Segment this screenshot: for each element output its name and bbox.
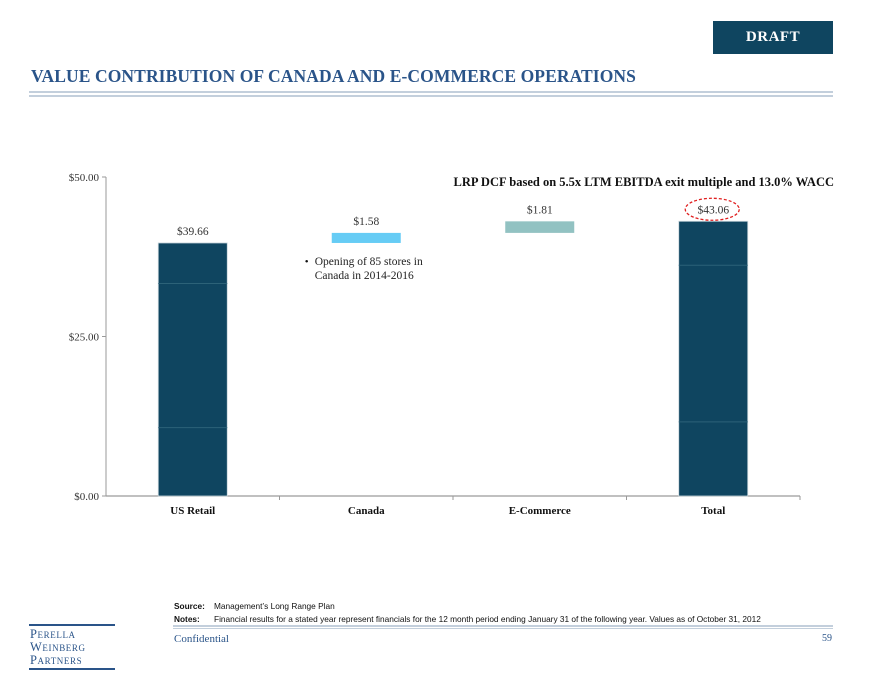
- title-divider-secondary: [29, 95, 833, 97]
- notes-label: Notes:: [174, 614, 200, 624]
- logo-line-2: Weinberg: [30, 640, 86, 654]
- title-divider: [29, 91, 833, 93]
- page-title: VALUE CONTRIBUTION OF CANADA AND E-COMME…: [31, 66, 636, 86]
- chart-bars: [157, 220, 749, 497]
- logo-line-1: Perella: [30, 627, 76, 641]
- logo-text: Perella Weinberg Partners: [29, 626, 115, 668]
- chart-data-labels: $39.66 US Retail $1.58 Canada $1.81 E-Commerc…: [170, 203, 729, 517]
- logo-rule-top: [29, 624, 115, 626]
- logo-line-3: Partners: [30, 653, 83, 667]
- data-label: $1.81: [527, 203, 553, 216]
- x-tick-label: E-Commerce: [509, 505, 571, 517]
- annotation-bullet: •: [305, 256, 309, 268]
- x-tick-label: Total: [701, 505, 725, 517]
- source-label: Source:: [174, 601, 205, 611]
- annotation-text: Opening of 85 stores in: [315, 256, 423, 268]
- data-label: $43.06: [697, 203, 729, 216]
- chart-annotations: • Opening of 85 stores in Canada in 2014-2…: [305, 197, 740, 282]
- x-tick-label: US Retail: [170, 505, 215, 517]
- notes-text: Financial results for a stated year repr…: [214, 614, 761, 624]
- highlight-ellipse: [684, 197, 740, 221]
- bar-canada: [331, 232, 401, 243]
- x-tick-label: Canada: [348, 505, 385, 517]
- logo-rule-bottom: [29, 668, 115, 670]
- annotation-text: Canada in 2014-2016: [315, 270, 414, 282]
- company-logo: Perella Weinberg Partners: [29, 624, 115, 670]
- chart-title: LRP DCF based on 5.5x LTM EBITDA exit mu…: [454, 175, 835, 189]
- bar-total: [678, 220, 749, 497]
- y-tick-label: $50.00: [69, 172, 100, 184]
- data-label: $39.66: [177, 225, 209, 238]
- notes-note: Notes: Financial results for a stated yea…: [174, 614, 761, 624]
- source-note: Source: Management’s Long Range Plan: [174, 601, 335, 611]
- bar-us-retail: [157, 242, 228, 497]
- source-text: Management’s Long Range Plan: [214, 601, 335, 611]
- y-tick-label: $0.00: [74, 491, 99, 503]
- draft-badge: DRAFT: [713, 21, 833, 54]
- footer-divider-secondary: [173, 628, 833, 629]
- y-tick-label: $25.00: [69, 332, 100, 344]
- footer-divider: [173, 625, 833, 627]
- data-label: $1.58: [353, 215, 379, 228]
- bar-e-commerce: [505, 221, 575, 233]
- page-number: 59: [822, 633, 832, 644]
- confidential-label: Confidential: [174, 633, 229, 645]
